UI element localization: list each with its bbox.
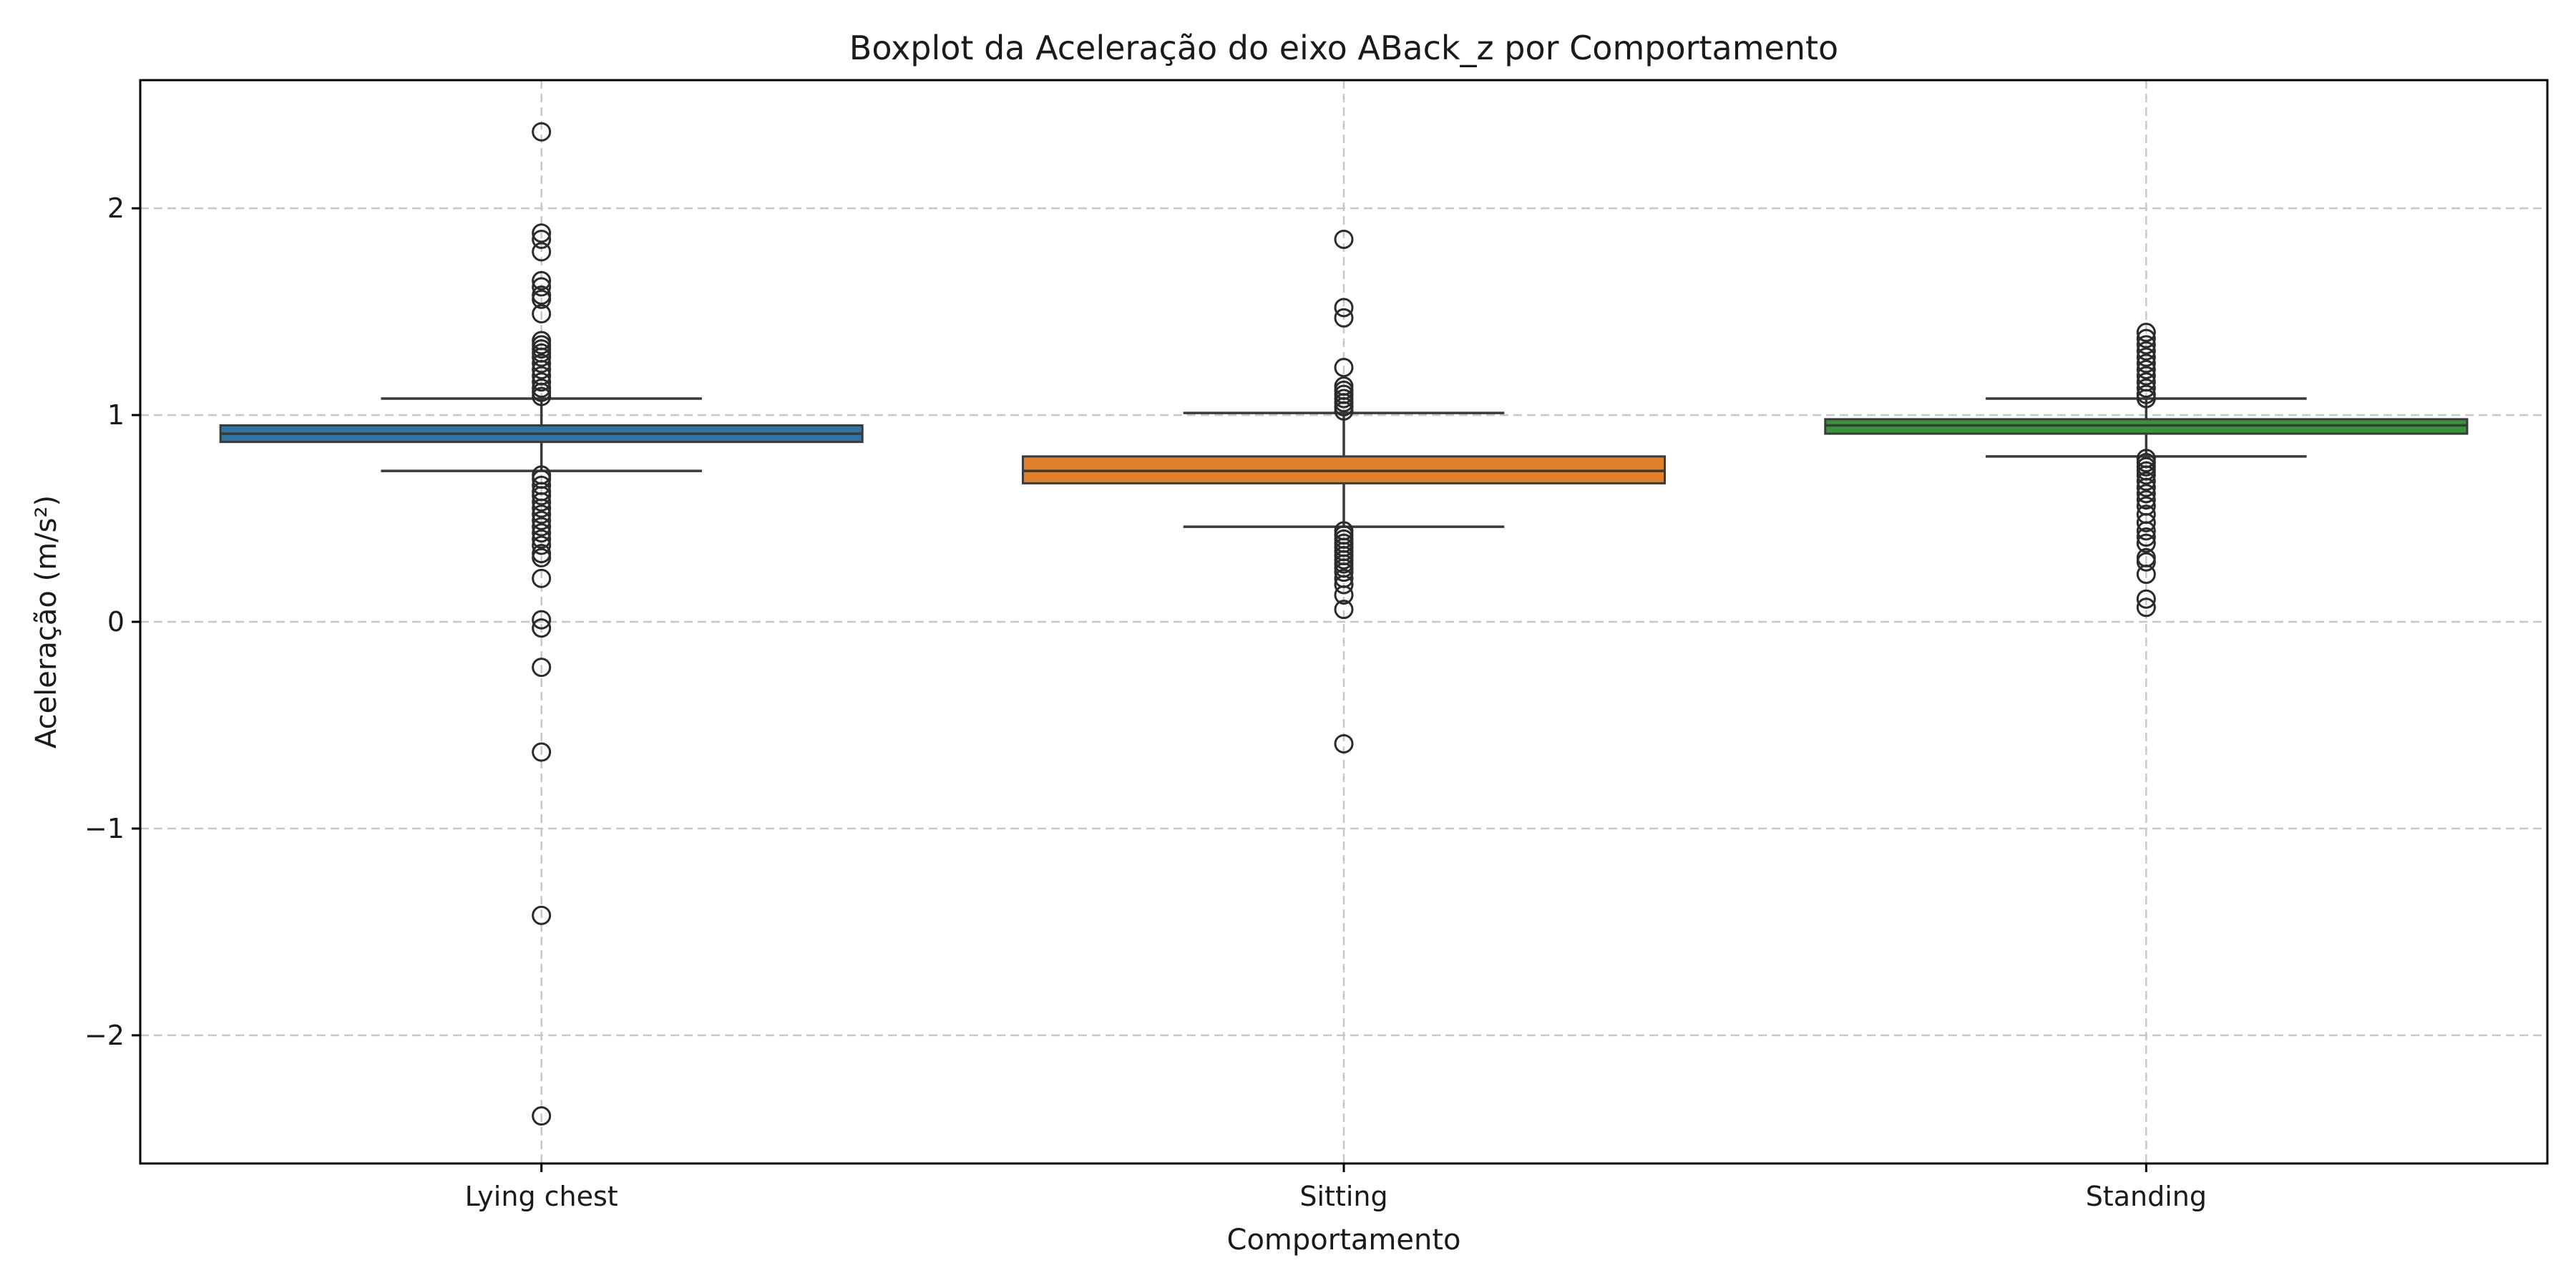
x-tick-label: Sitting [1299, 1181, 1387, 1212]
outlier-point [2136, 472, 2156, 492]
outlier-point [532, 618, 552, 638]
outlier-point [532, 523, 552, 543]
outlier-point [532, 347, 552, 367]
outlier-point [2136, 490, 2156, 510]
outlier-point [532, 547, 552, 567]
outlier-point [2136, 597, 2156, 618]
outlier-point [532, 270, 552, 291]
outlier-point [1334, 562, 1354, 582]
outlier-point [2136, 341, 2156, 361]
outlier-point [2136, 465, 2156, 485]
box-group-lying-chest [219, 397, 864, 472]
box-group-sitting [1021, 411, 1667, 528]
outlier-point [2136, 512, 2156, 532]
y-tick-label: −2 [84, 1020, 125, 1051]
outlier-point [2136, 389, 2156, 409]
x-axis-label: Comportamento [1227, 1224, 1461, 1257]
outlier-point [532, 486, 552, 506]
y-axis-label: Aceleração (m/s²) [30, 495, 63, 748]
chart-title: Boxplot da Aceleração do eixo ABack_z po… [849, 29, 1838, 67]
outlier-point [2136, 484, 2156, 504]
outlier-point [2136, 477, 2156, 497]
outlier-point [1334, 298, 1354, 318]
outlier-point [532, 568, 552, 588]
outlier-point [532, 372, 552, 392]
outlier-point [1334, 585, 1354, 605]
tick-layer: −2 −1 0 1 2 Lying chest Sitting Standing [84, 192, 2207, 1212]
outlier-point [1334, 308, 1354, 328]
outlier-point [532, 122, 552, 142]
outlier-point [532, 223, 552, 243]
outlier-point [2136, 533, 2156, 553]
outlier-point [1334, 401, 1354, 421]
outlier-point [532, 610, 552, 630]
outlier-point [532, 303, 552, 323]
x-tick-label: Standing [2086, 1181, 2207, 1212]
outlier-point [2136, 328, 2156, 348]
outlier-point [532, 498, 552, 518]
outlier-point [532, 658, 552, 678]
outlier-point [532, 229, 552, 249]
outlier-point [2136, 379, 2156, 399]
box-layer [219, 397, 2469, 528]
grid-layer [140, 80, 2547, 1163]
y-tick-label: 2 [107, 192, 125, 224]
outlier-point [2136, 589, 2156, 609]
outlier-point [532, 353, 552, 374]
outlier-point [532, 517, 552, 537]
outlier-point [532, 510, 552, 530]
outlier-layer [532, 122, 2156, 1126]
outlier-point [532, 360, 552, 380]
outlier-point [532, 492, 552, 512]
outlier-point [2136, 527, 2156, 547]
y-tick-label: −1 [84, 813, 125, 844]
outlier-point [2136, 552, 2156, 572]
outlier-point [1334, 358, 1354, 378]
outlier-point [2136, 335, 2156, 355]
outlier-point [2136, 347, 2156, 367]
outlier-point [532, 504, 552, 525]
outlier-point [532, 529, 552, 549]
outlier-point [2136, 322, 2156, 342]
y-tick-label: 1 [107, 399, 125, 431]
outlier-point [2136, 360, 2156, 380]
y-tick-label: 0 [107, 606, 125, 638]
outlier-point [2136, 521, 2156, 541]
outlier-point [2136, 565, 2156, 585]
outlier-point [532, 1106, 552, 1126]
outlier-point [532, 277, 552, 297]
outlier-point [532, 905, 552, 925]
x-tick-label: Lying chest [465, 1181, 618, 1212]
outlier-point [1334, 575, 1354, 595]
outlier-point [2136, 366, 2156, 386]
outlier-point [532, 535, 552, 555]
outlier-point [1334, 229, 1354, 249]
box-group-standing [1824, 397, 2469, 458]
outlier-point [2136, 353, 2156, 374]
outlier-point [1334, 733, 1354, 753]
outlier-point [532, 386, 552, 406]
outlier-point [532, 289, 552, 309]
outlier-point [532, 242, 552, 262]
outlier-point [532, 742, 552, 762]
outlier-point [1334, 600, 1354, 620]
